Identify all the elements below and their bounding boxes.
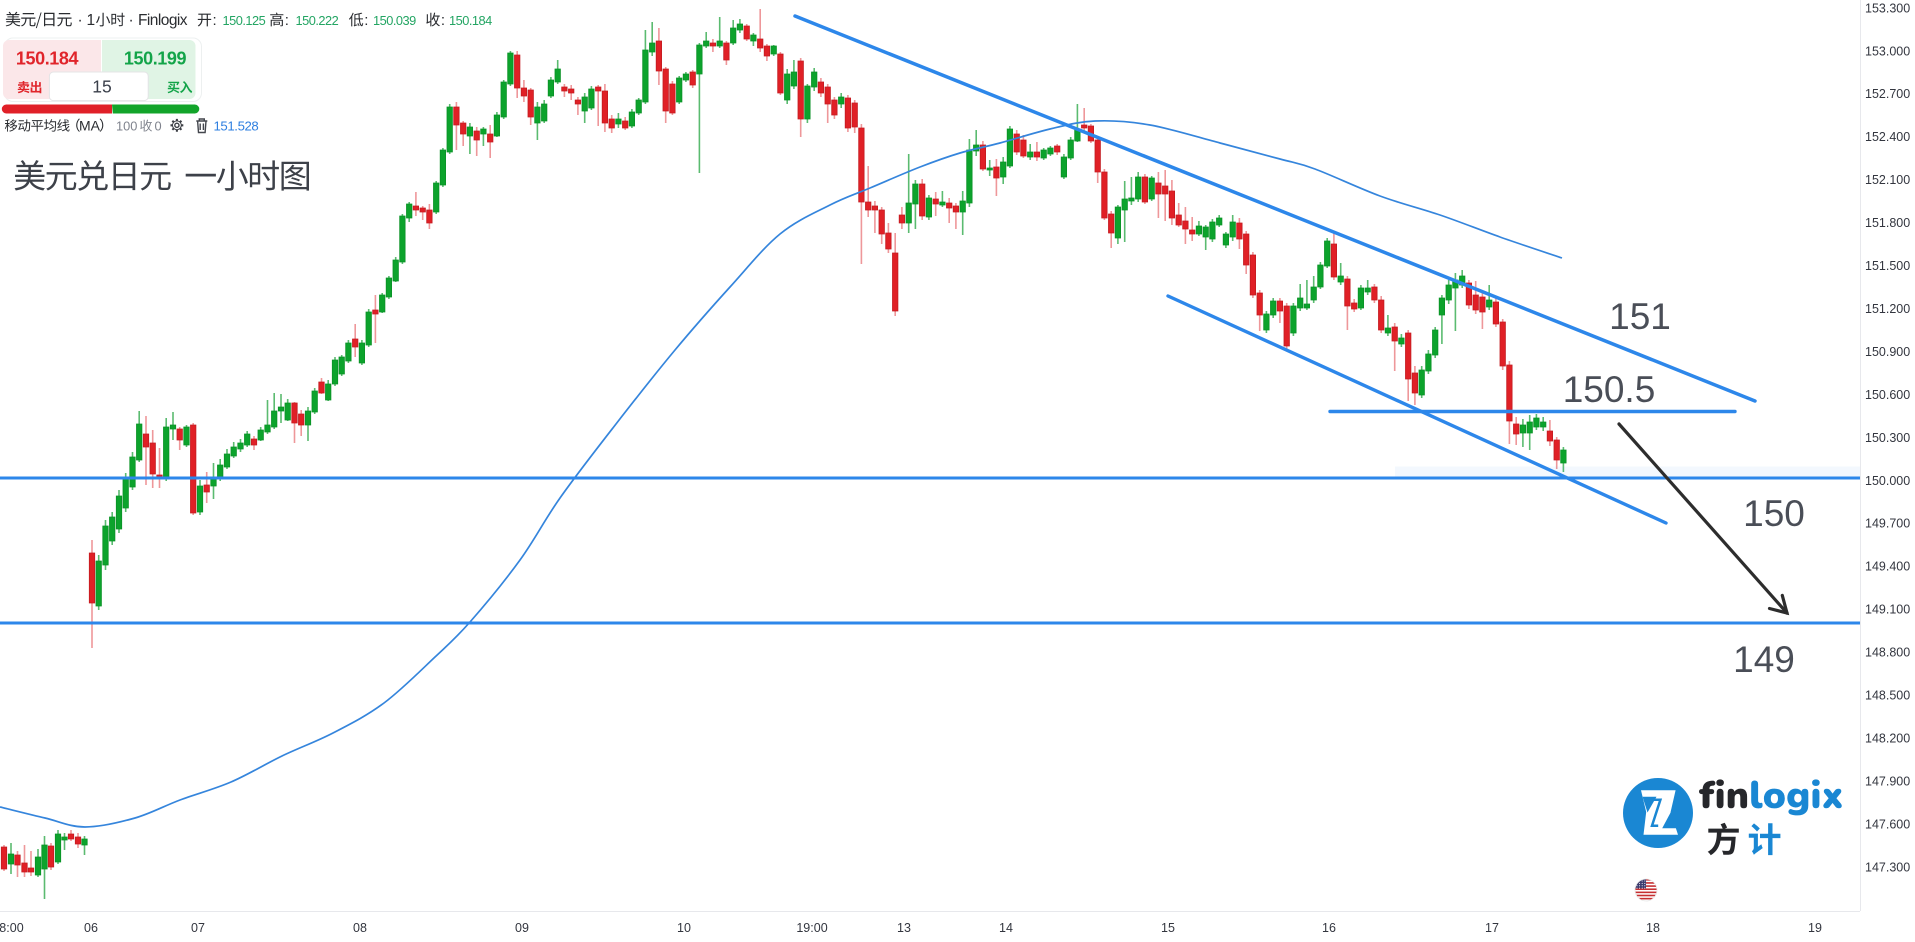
svg-text:150.184: 150.184 — [16, 49, 79, 69]
svg-text:151.800: 151.800 — [1865, 216, 1910, 230]
svg-text:0: 0 — [155, 119, 162, 134]
svg-text:148.500: 148.500 — [1865, 689, 1910, 703]
svg-text:18:00: 18:00 — [0, 921, 24, 935]
svg-text:147.300: 147.300 — [1865, 860, 1910, 874]
svg-text::: : — [285, 12, 289, 29]
svg-text:19:00: 19:00 — [796, 921, 827, 935]
svg-text:150.222: 150.222 — [296, 13, 339, 28]
svg-text:153.000: 153.000 — [1865, 44, 1910, 58]
svg-text:150.300: 150.300 — [1865, 431, 1910, 445]
svg-text:153.300: 153.300 — [1865, 1, 1910, 15]
svg-text::: : — [441, 12, 445, 29]
svg-text:150.000: 150.000 — [1865, 474, 1910, 488]
svg-text:100: 100 — [116, 119, 137, 134]
svg-text:15: 15 — [92, 77, 111, 97]
svg-text::: : — [213, 12, 217, 29]
svg-text:150.600: 150.600 — [1865, 388, 1910, 402]
svg-text:149.700: 149.700 — [1865, 517, 1910, 531]
svg-text:10: 10 — [677, 921, 691, 935]
svg-text:152.700: 152.700 — [1865, 87, 1910, 101]
svg-text:151.200: 151.200 — [1865, 302, 1910, 316]
svg-text:149.400: 149.400 — [1865, 560, 1910, 574]
svg-text:147.600: 147.600 — [1865, 817, 1910, 831]
svg-text:151.528: 151.528 — [214, 119, 259, 134]
svg-text:Finlogix: Finlogix — [138, 12, 188, 29]
svg-text:MA: MA — [79, 118, 101, 134]
svg-text:150.125: 150.125 — [223, 13, 266, 28]
svg-text:151: 151 — [1609, 296, 1671, 337]
svg-text:151.500: 151.500 — [1865, 259, 1910, 273]
svg-text:150: 150 — [1743, 493, 1805, 534]
svg-text:152.100: 152.100 — [1865, 173, 1910, 187]
svg-text:13: 13 — [897, 921, 911, 935]
svg-text::: : — [364, 12, 368, 29]
svg-text:147.900: 147.900 — [1865, 774, 1910, 788]
svg-text:148.800: 148.800 — [1865, 646, 1910, 660]
svg-text:18: 18 — [1646, 921, 1660, 935]
svg-text:148.200: 148.200 — [1865, 732, 1910, 746]
svg-text:19: 19 — [1808, 921, 1822, 935]
svg-text:149.100: 149.100 — [1865, 603, 1910, 617]
svg-text:16: 16 — [1322, 921, 1336, 935]
svg-text:15: 15 — [1161, 921, 1175, 935]
svg-text:·: · — [78, 12, 83, 29]
svg-text:07: 07 — [191, 921, 205, 935]
svg-text:150.184: 150.184 — [449, 13, 492, 28]
svg-text:150.5: 150.5 — [1563, 369, 1656, 410]
svg-text:14: 14 — [999, 921, 1013, 935]
svg-text:08: 08 — [353, 921, 367, 935]
svg-text:17: 17 — [1485, 921, 1499, 935]
svg-text:149: 149 — [1733, 639, 1795, 680]
svg-text:150.039: 150.039 — [373, 13, 416, 28]
svg-text:152.400: 152.400 — [1865, 130, 1910, 144]
svg-text:150.199: 150.199 — [124, 49, 187, 69]
svg-text:06: 06 — [84, 921, 98, 935]
svg-text:150.900: 150.900 — [1865, 345, 1910, 359]
svg-text:·: · — [129, 12, 134, 29]
svg-text:09: 09 — [515, 921, 529, 935]
svg-text:1: 1 — [87, 12, 96, 29]
